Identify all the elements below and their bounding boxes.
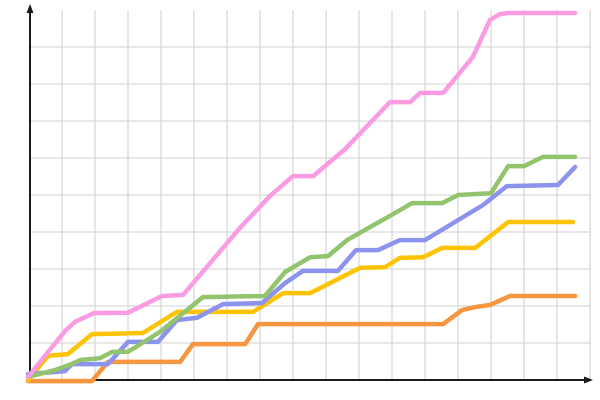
- series-periwinkle-line: [25, 164, 578, 377]
- x-axis-arrowhead: [584, 376, 593, 384]
- series-gold-line: [25, 219, 576, 383]
- series-pink-line: [25, 10, 578, 380]
- series-green-line: [25, 154, 578, 380]
- y-axis-arrowhead: [26, 4, 34, 13]
